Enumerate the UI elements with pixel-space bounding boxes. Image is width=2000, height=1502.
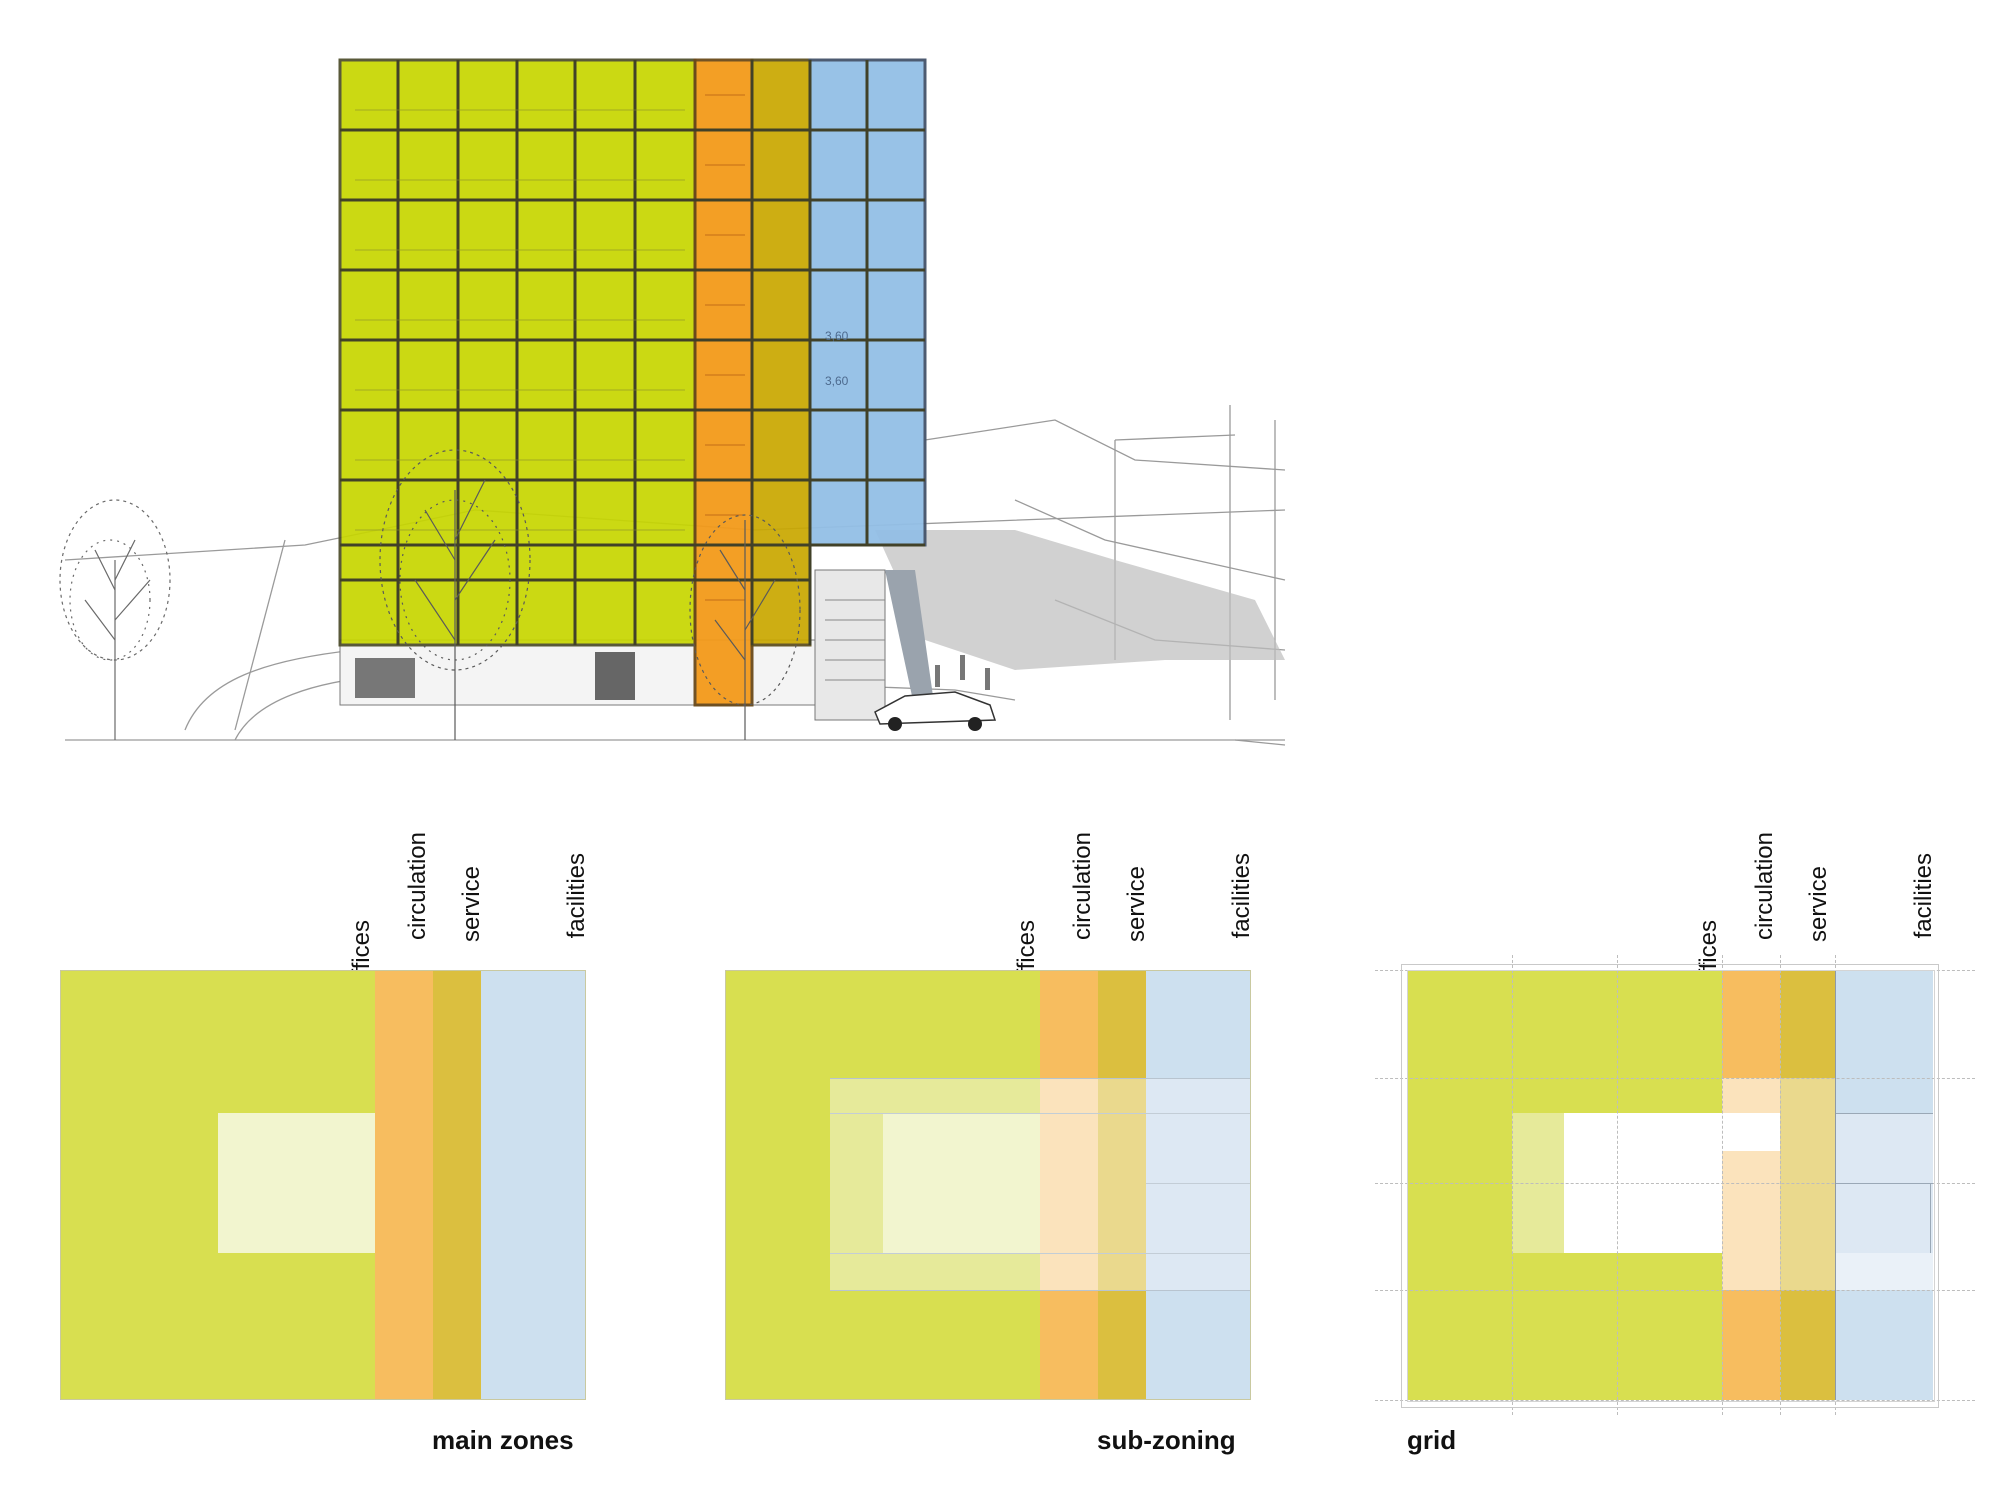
facilities-partition bbox=[1930, 1183, 1931, 1253]
people bbox=[935, 655, 990, 690]
diagram-outline bbox=[60, 970, 586, 1400]
render-service-block bbox=[750, 58, 812, 647]
site-linework bbox=[64, 405, 1286, 746]
grid-line-v bbox=[1722, 955, 1723, 1415]
building-rendering: 3,60 3,60 bbox=[55, 40, 1295, 760]
diagram-main-zones: offices circulation service facilities m… bbox=[60, 830, 600, 1455]
caption-main-zones: main zones bbox=[432, 1425, 574, 1455]
stair-treads bbox=[705, 94, 745, 601]
grid-line-h bbox=[1375, 1183, 1975, 1184]
zone-service bbox=[433, 970, 481, 1400]
label-circulation: circulation bbox=[404, 832, 431, 941]
grid-line-h bbox=[1375, 1078, 1975, 1079]
grid-band-service bbox=[1780, 1078, 1835, 1290]
building-rendering-svg: 3,60 3,60 bbox=[59, 58, 1286, 746]
subzone-line bbox=[1146, 1183, 1251, 1184]
tree-middle bbox=[379, 449, 531, 740]
label-service: service bbox=[1123, 866, 1150, 943]
facilities-partition bbox=[1835, 1113, 1933, 1114]
facilities-partition bbox=[1835, 1183, 1933, 1184]
grid-line-h bbox=[1375, 1400, 1975, 1401]
subzone-line bbox=[830, 1253, 1251, 1254]
grid-line-v bbox=[1617, 955, 1618, 1415]
tree-right bbox=[689, 514, 801, 740]
facilities-partition bbox=[1835, 970, 1836, 1400]
diagram-grid: offices circulation service facilities g… bbox=[1375, 830, 1975, 1455]
dimension-label-1: 3,60 bbox=[825, 329, 849, 343]
zone-circulation bbox=[375, 970, 433, 1400]
label-circulation: circulation bbox=[1751, 832, 1778, 941]
label-facilities: facilities bbox=[563, 853, 590, 939]
label-service: service bbox=[1805, 866, 1832, 943]
grid-line-v bbox=[1512, 955, 1513, 1415]
tree-left bbox=[59, 499, 171, 740]
diagram-sub-zoning: offices circulation service facilities s… bbox=[725, 830, 1265, 1455]
grid-outer-frame bbox=[1401, 964, 1939, 1408]
label-circulation: circulation bbox=[1069, 832, 1096, 941]
label-facilities: facilities bbox=[1910, 853, 1937, 939]
diagram-outline bbox=[725, 970, 1251, 1400]
caption-grid: grid bbox=[1407, 1425, 1457, 1455]
subzone-line bbox=[830, 1290, 1251, 1291]
grid-courtyard-void-notch bbox=[1722, 1113, 1780, 1151]
label-service: service bbox=[458, 866, 485, 943]
inner-slabs bbox=[355, 109, 685, 531]
grid-line-h bbox=[1375, 1290, 1975, 1291]
dimension-label-2: 3,60 bbox=[825, 374, 849, 388]
zone-courtyard bbox=[218, 1113, 375, 1253]
zone-facilities bbox=[481, 970, 586, 1400]
caption-sub-zoning: sub-zoning bbox=[1097, 1425, 1236, 1455]
label-facilities: facilities bbox=[1228, 853, 1255, 939]
building-shadow bbox=[875, 530, 1285, 670]
facade-grid bbox=[340, 60, 925, 645]
subzone-line bbox=[830, 1078, 1251, 1079]
grid-inner-frame bbox=[1407, 970, 1935, 1402]
grid-band-facilities-low bbox=[1835, 1253, 1933, 1290]
grid-line-v bbox=[1780, 955, 1781, 1415]
render-circulation-block bbox=[693, 58, 754, 707]
subzone-courtyard bbox=[883, 1113, 1040, 1253]
subzone-line bbox=[830, 1113, 1251, 1114]
car bbox=[874, 691, 997, 731]
